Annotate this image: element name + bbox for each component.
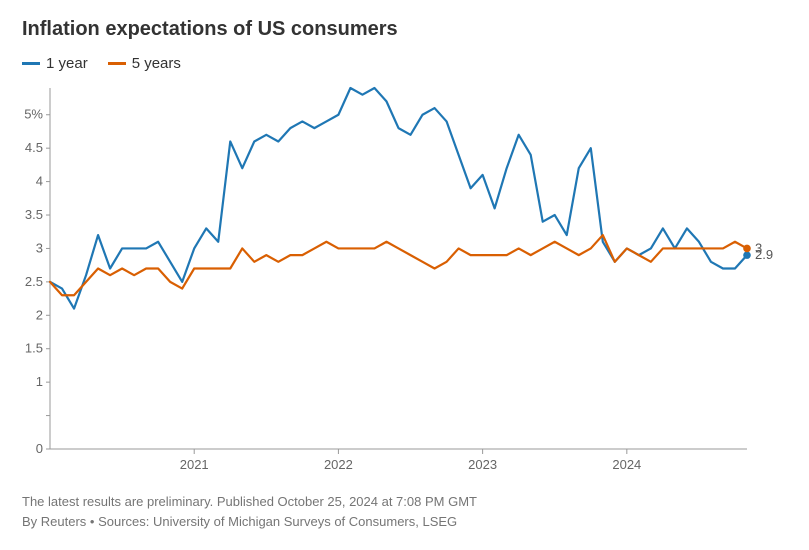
svg-text:2: 2: [36, 307, 43, 322]
chart-footnote: The latest results are preliminary. Publ…: [22, 492, 787, 531]
svg-text:1.5: 1.5: [25, 341, 43, 356]
svg-text:2022: 2022: [324, 457, 353, 472]
svg-text:2.5: 2.5: [25, 274, 43, 289]
line-chart-svg: 011.522.533.544.55%20212022202320242.93: [22, 82, 787, 477]
chart-plot: 011.522.533.544.55%20212022202320242.93: [22, 82, 787, 482]
footnote-line1: The latest results are preliminary. Publ…: [22, 492, 787, 512]
chart-title: Inflation expectations of US consumers: [22, 18, 787, 41]
legend-item-5years: 5 years: [108, 55, 181, 72]
legend-item-1year: 1 year: [22, 55, 88, 72]
legend: 1 year 5 years: [22, 55, 787, 72]
svg-text:4.5: 4.5: [25, 140, 43, 155]
legend-label-5years: 5 years: [132, 55, 181, 72]
legend-swatch-5years: [108, 62, 126, 65]
svg-text:2021: 2021: [180, 457, 209, 472]
svg-text:2024: 2024: [612, 457, 641, 472]
legend-label-1year: 1 year: [46, 55, 88, 72]
chart-container: Inflation expectations of US consumers 1…: [0, 0, 809, 550]
svg-text:3.5: 3.5: [25, 207, 43, 222]
footnote-line2: By Reuters • Sources: University of Mich…: [22, 512, 787, 532]
svg-text:3: 3: [755, 240, 762, 255]
svg-text:5%: 5%: [24, 107, 43, 122]
legend-swatch-1year: [22, 62, 40, 65]
svg-text:4: 4: [36, 174, 43, 189]
svg-text:0: 0: [36, 441, 43, 456]
svg-text:1: 1: [36, 374, 43, 389]
svg-text:2023: 2023: [468, 457, 497, 472]
svg-text:3: 3: [36, 240, 43, 255]
